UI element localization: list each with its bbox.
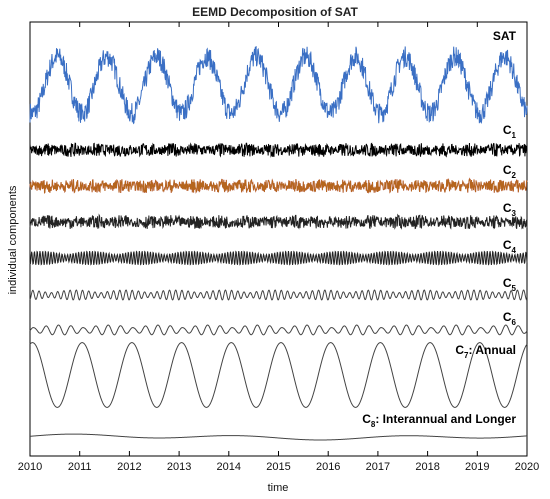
x-tick-label-2010: 2010 <box>18 461 42 473</box>
label-c1: C1 <box>503 123 517 140</box>
x-axis-label: time <box>268 482 289 494</box>
x-tick-label-2019: 2019 <box>465 461 489 473</box>
chart-title: EEMD Decomposition of SAT <box>192 5 358 19</box>
label-c3: C3 <box>503 201 517 218</box>
series-c7 <box>29 342 528 408</box>
x-tick-label-2012: 2012 <box>117 461 141 473</box>
x-tick-label-2011: 2011 <box>68 461 92 473</box>
x-tick-label-2014: 2014 <box>217 461 241 473</box>
series-c6 <box>29 324 528 336</box>
series-c1 <box>29 142 528 158</box>
series-c2 <box>29 177 528 194</box>
series-layer <box>29 46 528 441</box>
label-c6: C6 <box>503 310 517 327</box>
x-tick-label-2017: 2017 <box>366 461 390 473</box>
series-c5 <box>29 289 528 301</box>
series-c4 <box>29 250 528 266</box>
label-c7: C7: Annual <box>455 343 516 360</box>
label-sat: SAT <box>493 29 517 43</box>
x-tick-label-2013: 2013 <box>167 461 191 473</box>
x-tick-label-2015: 2015 <box>266 461 290 473</box>
x-tick-label-2018: 2018 <box>415 461 439 473</box>
series-c8 <box>29 433 528 441</box>
x-axis: 2010 2011 2012 2013 2014 2015 2016 2017 2018 2019… <box>18 22 539 473</box>
label-c2: C2 <box>503 163 517 180</box>
series-sat <box>29 46 528 125</box>
label-c5: C5 <box>503 276 517 293</box>
label-c8: C8: Interannual and Longer <box>362 412 516 429</box>
series-c3 <box>29 213 528 230</box>
label-c4: C4 <box>503 238 517 255</box>
plot-frame <box>29 21 528 457</box>
y-axis-label: individual components <box>7 185 19 294</box>
x-tick-label-2016: 2016 <box>316 461 340 473</box>
component-labels: SAT C1 C2 C3 C4 C5 C6 C7: Annual C8: Interannual… <box>362 29 516 429</box>
x-tick-label-2020: 2020 <box>515 461 539 473</box>
